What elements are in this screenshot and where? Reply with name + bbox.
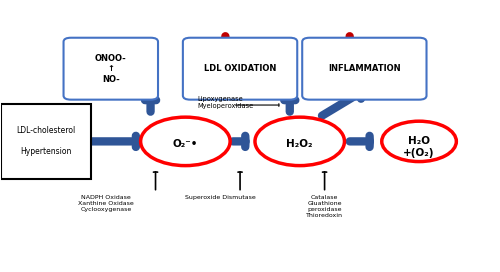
Text: Superoxide Dismutase: Superoxide Dismutase [185, 195, 256, 200]
Text: LDL-cholesterol

Hypertension: LDL-cholesterol Hypertension [16, 126, 76, 156]
Circle shape [140, 117, 230, 166]
Text: Catalase
Gluathione
peroxidase
Thioredoxin: Catalase Gluathione peroxidase Thioredox… [306, 195, 343, 218]
Text: INFLAMMATION: INFLAMMATION [328, 64, 400, 73]
Text: H₂O
+(O₂): H₂O +(O₂) [404, 136, 435, 157]
Circle shape [382, 121, 456, 162]
Text: O₂⁻•: O₂⁻• [172, 139, 198, 149]
FancyBboxPatch shape [302, 38, 426, 100]
Text: Lipoxygenase
Myeloperoxidase: Lipoxygenase Myeloperoxidase [198, 96, 254, 109]
FancyBboxPatch shape [2, 104, 91, 179]
Text: ONOO-
↑
NO-: ONOO- ↑ NO- [95, 54, 126, 84]
Circle shape [255, 117, 344, 166]
Text: LDL OXIDATION: LDL OXIDATION [204, 64, 276, 73]
Text: NADPH Oxidase
Xanthine Oxidase
Cyclooxygenase: NADPH Oxidase Xanthine Oxidase Cyclooxyg… [78, 195, 134, 212]
FancyBboxPatch shape [183, 38, 297, 100]
FancyBboxPatch shape [64, 38, 158, 100]
Text: H₂O₂: H₂O₂ [286, 139, 313, 149]
